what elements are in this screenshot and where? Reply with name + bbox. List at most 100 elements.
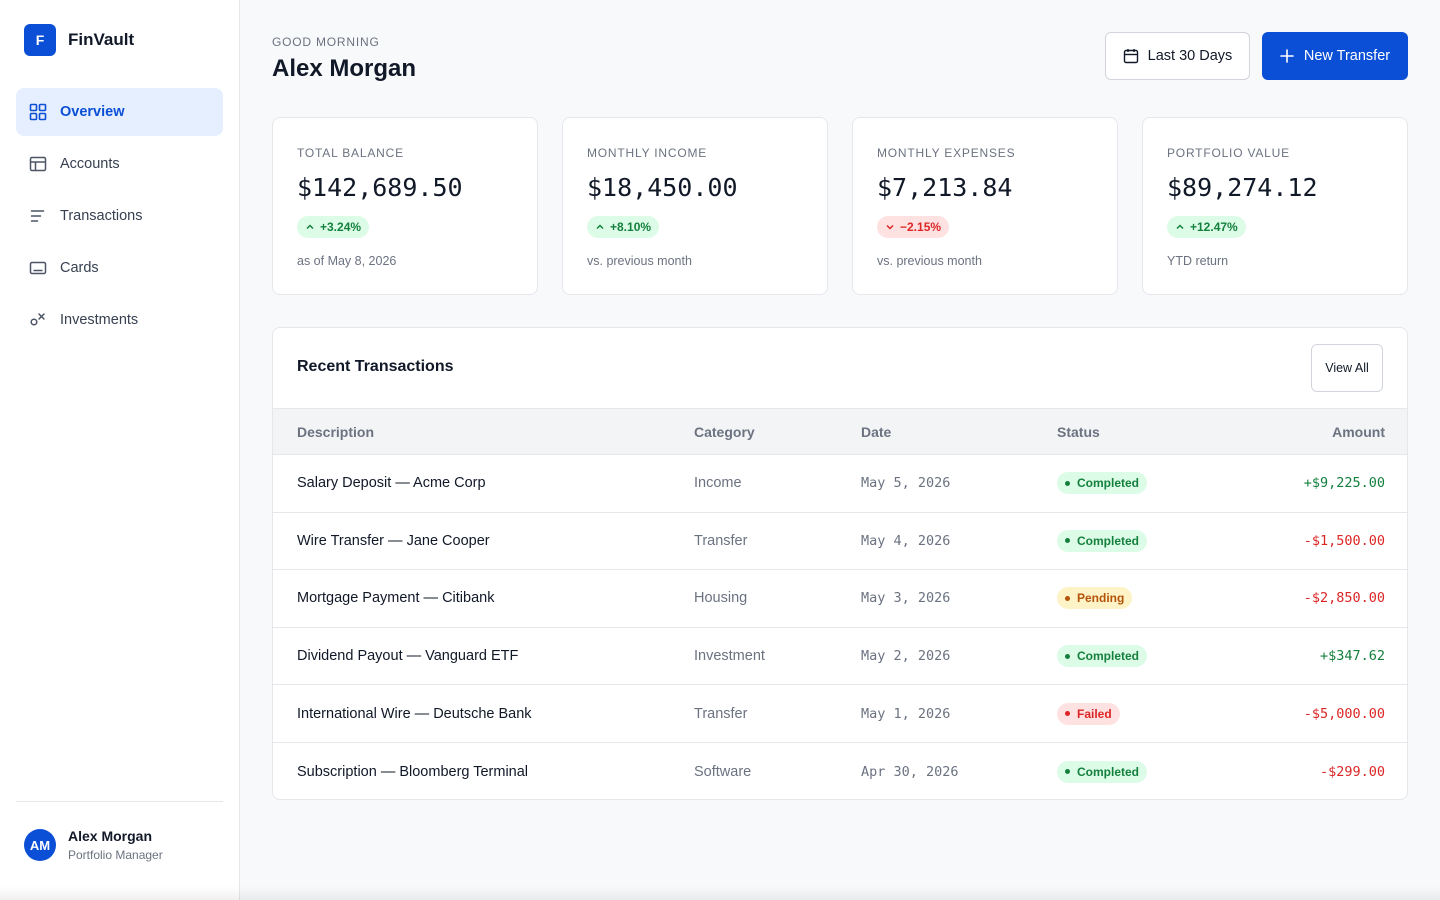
status-badge: Failed [1057, 702, 1120, 725]
stat-change-badge: +3.24% [297, 216, 370, 238]
grid-icon [28, 102, 48, 122]
bottom-shadow [0, 886, 1440, 900]
sidebar-item-label: Accounts [60, 156, 120, 172]
column-header-amount[interactable]: Amount [1332, 424, 1385, 440]
avatar: AM [24, 829, 56, 861]
status-label: Completed [1077, 533, 1140, 548]
status-badge: Completed [1057, 529, 1148, 552]
sidebar-item-investments[interactable]: Investments [16, 296, 223, 344]
status-dot [1065, 653, 1070, 659]
sidebar-item-label: Overview [60, 104, 125, 120]
stat-card-monthly-expenses: MONTHLY EXPENSES $7,213.84 −2.15% vs. pr… [852, 117, 1118, 295]
stat-note: as of May 8, 2026 [297, 254, 397, 268]
stat-value: $142,689.50 [297, 173, 463, 202]
transaction-amount: -$5,000.00 [1303, 705, 1385, 722]
table-row[interactable]: Dividend Payout — Vanguard ETF Investmen… [273, 628, 1407, 686]
transaction-category: Housing [694, 590, 748, 607]
status-dot [1065, 769, 1070, 775]
status-cell: Completed [1057, 529, 1148, 552]
status-label: Completed [1077, 649, 1140, 664]
new-transfer-label: New Transfer [1303, 48, 1391, 64]
stat-change: +8.10% [610, 220, 652, 234]
transaction-description: Wire Transfer — Jane Cooper [297, 532, 490, 549]
status-dot [1065, 595, 1070, 601]
transaction-description: Salary Deposit — Acme Corp [297, 475, 486, 492]
sidebar-item-cards[interactable]: Cards [16, 244, 223, 292]
transaction-category: Income [694, 475, 742, 492]
calendar-icon [1123, 49, 1138, 64]
card-icon [28, 258, 48, 278]
status-label: Pending [1077, 591, 1125, 606]
stat-card-total-balance: TOTAL BALANCE $142,689.50 +3.24% as of M… [272, 117, 538, 295]
transaction-category: Transfer [694, 532, 748, 549]
date-range-label: Last 30 Days [1147, 48, 1233, 64]
status-badge: Pending [1057, 587, 1133, 610]
transaction-description: International Wire — Deutsche Bank [297, 705, 532, 722]
brand-logo: F [24, 24, 56, 56]
sidebar-divider [16, 801, 223, 802]
stat-label: MONTHLY INCOME [587, 146, 708, 160]
table-row[interactable]: Wire Transfer — Jane Cooper Transfer May… [273, 513, 1407, 571]
sidebar-item-accounts[interactable]: Accounts [16, 140, 223, 188]
sidebar-item-overview[interactable]: Overview [16, 88, 223, 136]
table-body: Salary Deposit — Acme Corp Income May 5,… [273, 455, 1407, 799]
plus-icon [1280, 49, 1294, 63]
sidebar-item-label: Transactions [60, 208, 143, 224]
stat-change-badge: +12.47% [1167, 216, 1246, 238]
transaction-description: Mortgage Payment — Citibank [297, 590, 495, 607]
column-header-status[interactable]: Status [1057, 424, 1100, 440]
stat-change-badge: +8.10% [587, 216, 660, 238]
transaction-category: Transfer [694, 705, 748, 722]
user-profile[interactable]: AM Alex Morgan Portfolio Manager [24, 828, 163, 862]
stat-note: vs. previous month [877, 254, 982, 268]
status-cell: Completed [1057, 760, 1148, 783]
status-cell: Pending [1057, 587, 1133, 610]
page-title: Alex Morgan [272, 55, 417, 82]
status-dot [1065, 711, 1070, 717]
sidebar-item-label: Investments [60, 312, 139, 328]
stat-change: +3.24% [320, 220, 362, 234]
stat-card-monthly-income: MONTHLY INCOME $18,450.00 +8.10% vs. pre… [562, 117, 828, 295]
stat-note: YTD return [1167, 254, 1229, 268]
status-badge: Completed [1057, 472, 1148, 495]
list-icon [28, 206, 48, 226]
chevron-up-icon [306, 224, 314, 230]
profile-name: Alex Morgan [68, 828, 153, 844]
transaction-date: May 2, 2026 [861, 648, 951, 665]
table-row[interactable]: Salary Deposit — Acme Corp Income May 5,… [273, 455, 1407, 513]
date-range-button[interactable]: Last 30 Days [1105, 32, 1250, 80]
panel-title: Recent Transactions [297, 358, 454, 375]
chevron-up-icon [1176, 224, 1184, 230]
stat-card-portfolio-value: PORTFOLIO VALUE $89,274.12 +12.47% YTD r… [1142, 117, 1408, 295]
status-cell: Completed [1057, 472, 1148, 495]
investment-icon [28, 310, 48, 330]
status-label: Completed [1077, 476, 1140, 491]
table-row[interactable]: International Wire — Deutsche Bank Trans… [273, 685, 1407, 743]
brand-name: FinVault [68, 30, 135, 49]
status-badge: Completed [1057, 645, 1148, 668]
status-label: Completed [1077, 764, 1140, 779]
column-header-category[interactable]: Category [694, 424, 755, 440]
transaction-description: Subscription — Bloomberg Terminal [297, 763, 529, 780]
brand[interactable]: F FinVault [24, 24, 134, 56]
transaction-date: May 4, 2026 [861, 532, 951, 549]
transaction-category: Software [694, 763, 752, 780]
chevron-up-icon [596, 224, 604, 230]
view-all-button[interactable]: View All [1311, 344, 1383, 392]
table-row[interactable]: Subscription — Bloomberg Terminal Softwa… [273, 743, 1407, 799]
sidebar-nav: Overview Accounts Transactions Cards Inv… [16, 88, 223, 348]
stat-change: +12.47% [1190, 220, 1238, 234]
new-transfer-button[interactable]: New Transfer [1262, 32, 1408, 80]
table-header: Description Category Date Status Amount [273, 408, 1407, 455]
transaction-description: Dividend Payout — Vanguard ETF [297, 648, 519, 665]
table-icon [28, 154, 48, 174]
status-dot [1065, 538, 1070, 544]
column-header-date[interactable]: Date [861, 424, 892, 440]
table-row[interactable]: Mortgage Payment — Citibank Housing May … [273, 570, 1407, 628]
recent-transactions-panel: Recent Transactions View All Description… [272, 327, 1408, 800]
sidebar: F FinVault Overview Accounts Transaction… [0, 0, 240, 900]
column-header-description[interactable]: Description [297, 424, 375, 440]
transaction-date: May 1, 2026 [861, 705, 951, 722]
stat-label: TOTAL BALANCE [297, 146, 404, 160]
sidebar-item-transactions[interactable]: Transactions [16, 192, 223, 240]
